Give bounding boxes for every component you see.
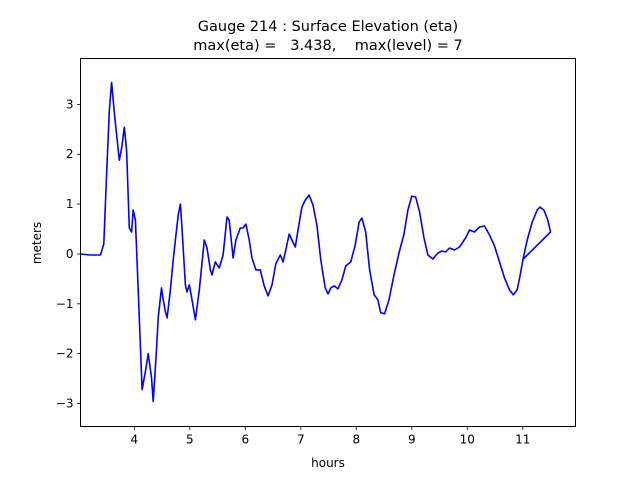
x-axis-label: hours	[311, 456, 345, 470]
x-tick-label: 8	[352, 433, 360, 447]
y-tick-label: −2	[56, 347, 74, 361]
x-tick-label: 9	[408, 433, 416, 447]
x-tick-label: 4	[131, 433, 139, 447]
chart-subtitle: max(eta) = 3.438, max(level) = 7	[193, 38, 463, 54]
y-tick-label: 1	[66, 197, 74, 211]
y-tick-label: −3	[56, 397, 74, 411]
x-tick-label: 5	[186, 433, 194, 447]
x-tick-label: 6	[241, 433, 249, 447]
x-axis: 4 5 6 7 8 9 10 11	[131, 426, 530, 447]
chart-title: Gauge 214 : Surface Elevation (eta)	[198, 19, 458, 35]
y-tick-label: 0	[66, 247, 74, 261]
plot-area	[80, 81, 552, 403]
y-axis-label: meters	[30, 222, 44, 264]
y-tick-label: 2	[66, 147, 74, 161]
x-tick-label: 11	[515, 433, 530, 447]
x-tick-label: 10	[460, 433, 475, 447]
axes-frame	[80, 58, 576, 427]
series-line-eta	[80, 81, 552, 403]
y-axis: −3 −2 −1 0 1 2 3	[56, 97, 81, 411]
y-tick-label: −1	[56, 297, 74, 311]
x-tick-label: 7	[297, 433, 305, 447]
y-tick-label: 3	[66, 97, 74, 111]
